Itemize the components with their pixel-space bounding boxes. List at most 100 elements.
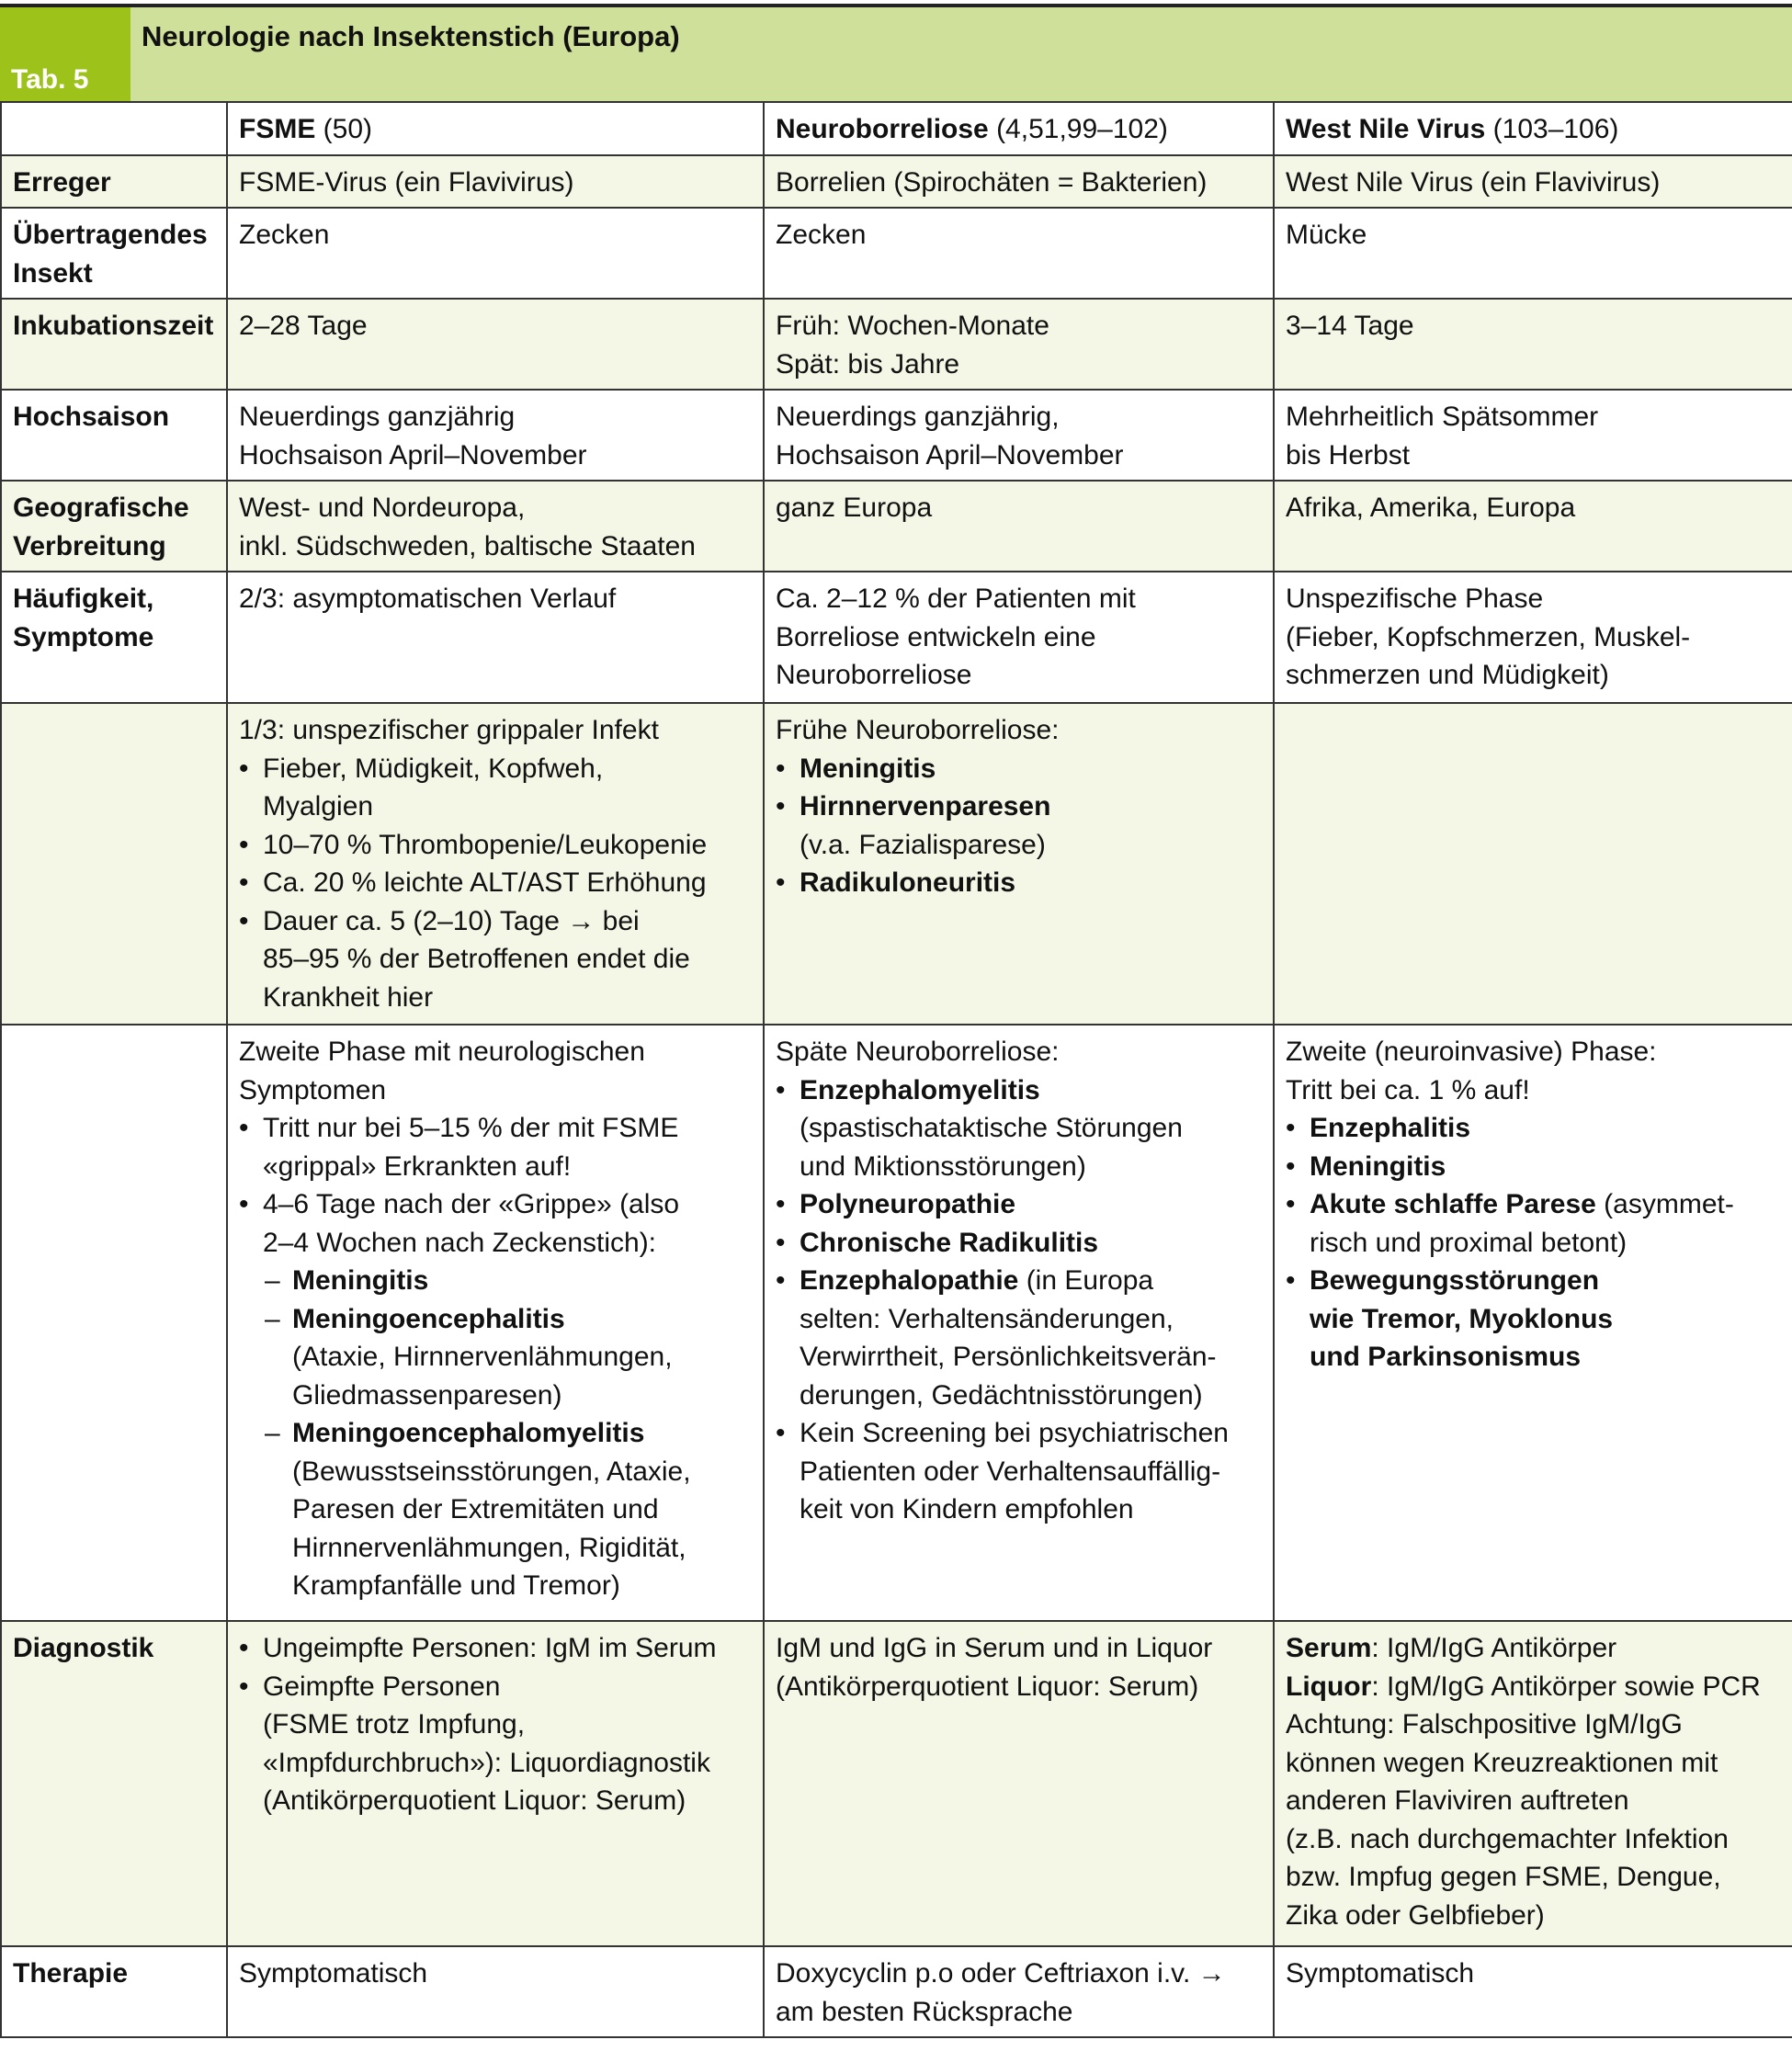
bullet-item: Dauer ca. 5 (2–10) Tage → bei 85–95 % de… xyxy=(239,902,752,1017)
text: Mehrheitlich Spätsommer bis Herbst xyxy=(1286,402,1599,470)
table-cell: 2–28 Tage xyxy=(226,298,765,391)
bullet-item: Kein Screening bei psychiatrischen Patie… xyxy=(776,1414,1262,1529)
paragraph: West- und Nordeuropa, inkl. Südschweden,… xyxy=(239,489,752,565)
bullet-item: Enzephalomyelitis (spastischataktische S… xyxy=(776,1071,1262,1186)
bullet-item: Akute schlaffe Parese (asymmet- risch un… xyxy=(1286,1185,1781,1262)
paragraph: West Nile Virus (ein Flavivirus) xyxy=(1286,164,1781,202)
table-number-box: Tab. 5 xyxy=(0,7,130,101)
text: Zweite Phase mit neurologischen Symptome… xyxy=(239,1037,645,1105)
bold-text: Bewegungsstörungen wie Tremor, Myoklonus… xyxy=(1310,1265,1614,1372)
table-cell: Neuerdings ganzjährig, Hochsaison April–… xyxy=(763,389,1275,482)
bullet-item: Meningitis xyxy=(1286,1148,1781,1186)
text: 2/3: asymptomatischen Verlauf xyxy=(239,584,617,614)
text: Zecken xyxy=(776,220,867,250)
table-cell: Borrelien (Spirochäten = Bakterien) xyxy=(763,153,1275,209)
table-cell: Serum: IgM/IgG Antikörper Liquor: IgM/IgG… xyxy=(1273,1620,1792,1947)
text: Fieber, Müdigkeit, Kopfweh, Myalgien xyxy=(263,753,604,822)
paragraph: Serum: IgM/IgG Antikörper xyxy=(1286,1629,1781,1668)
text: (Bewusstseinsstörungen, Ataxie, Paresen … xyxy=(292,1456,691,1601)
bullet-item: Chronische Radikulitis xyxy=(776,1224,1262,1263)
bold-text: West Nile Virus xyxy=(1286,114,1486,144)
table-cell: Späte Neuroborreliose: Enzephalomyelitis … xyxy=(763,1024,1275,1622)
bold-text: Meningitis xyxy=(800,753,936,784)
bold-text: Meningitis xyxy=(292,1265,429,1296)
paragraph: Borrelien (Spirochäten = Bakterien) xyxy=(776,164,1262,202)
paragraph: Ca. 2–12 % der Patienten mit Borreliose … xyxy=(776,580,1262,695)
text: Mücke xyxy=(1286,220,1367,250)
bold-text: Liquor xyxy=(1286,1671,1372,1702)
comparison-table: FSME (50) Neuroborreliose (4,51,99–102) We… xyxy=(0,101,1792,2038)
paragraph: Afrika, Amerika, Europa xyxy=(1286,489,1781,527)
paragraph: Zecken xyxy=(776,216,1262,255)
text: 3–14 Tage xyxy=(1286,311,1414,341)
bold-text: Enzephalitis xyxy=(1310,1113,1471,1143)
paragraph: Zecken xyxy=(239,216,752,255)
table-cell: West Nile Virus (ein Flavivirus) xyxy=(1273,153,1792,209)
text: Dauer ca. 5 (2–10) Tage → bei 85–95 % de… xyxy=(263,905,690,1013)
bullet-item: Enzephalitis xyxy=(1286,1109,1781,1148)
bullet-item: Bewegungsstörungen wie Tremor, Myoklonus… xyxy=(1286,1262,1781,1377)
text: Achtung: Falschpositive IgM/IgG können w… xyxy=(1286,1709,1729,1931)
table-cell: IgM und IgG in Serum und in Liquor (Anti… xyxy=(763,1620,1275,1947)
row-label xyxy=(0,1024,228,1622)
paragraph: Zweite (neuroinvasive) Phase: Tritt bei … xyxy=(1286,1033,1781,1109)
table-cell: Zweite Phase mit neurologischen Symptome… xyxy=(226,1024,765,1622)
text: Ca. 20 % leichte ALT/AST Erhöhung xyxy=(263,867,707,898)
bullet-item: Meningitis xyxy=(776,750,1262,788)
table-cell: Zecken xyxy=(763,207,1275,300)
text: (in Europa selten: Verhaltensänderungen,… xyxy=(800,1265,1217,1411)
table-cell: FSME-Virus (ein Flavivirus) xyxy=(226,153,765,209)
row-label: Häufigkeit, Symptome xyxy=(0,571,228,704)
text: Unspezifische Phase (Fieber, Kopfschmerz… xyxy=(1286,584,1691,690)
text: Zweite (neuroinvasive) Phase: Tritt bei … xyxy=(1286,1037,1657,1105)
paragraph: Liquor: IgM/IgG Antikörper sowie PCR xyxy=(1286,1668,1781,1706)
bold-text: Meningitis xyxy=(1310,1150,1446,1182)
text: 1/3: unspezifischer grippaler Infekt xyxy=(239,715,659,745)
table-cell: Mücke xyxy=(1273,207,1792,300)
bold-text: Akute schlaffe Parese xyxy=(1310,1189,1596,1219)
bold-text: Neuroborreliose xyxy=(776,114,989,144)
table-cell: Afrika, Amerika, Europa xyxy=(1273,480,1792,572)
table-row: Häufigkeit, Symptome 2/3: asymptomatische… xyxy=(0,571,1792,704)
table-row: Übertragendes Insekt Zecken Zecken Mücke xyxy=(0,207,1792,300)
paragraph: 3–14 Tage xyxy=(1286,307,1781,346)
paragraph: Symptomatisch xyxy=(239,1955,752,1993)
text: (v.a. Fazialisparese) xyxy=(800,829,1046,860)
text: Doxycyclin p.o oder Ceftriaxon i.v. → am… xyxy=(776,1958,1226,2027)
paragraph: Mücke xyxy=(1286,216,1781,255)
table-row: Zweite Phase mit neurologischen Symptome… xyxy=(0,1024,1792,1622)
paragraph: Doxycyclin p.o oder Ceftriaxon i.v. → am… xyxy=(776,1955,1262,2031)
text: 10–70 % Thrombopenie/Leukopenie xyxy=(263,829,708,860)
text: (Ataxie, Hirnnervenlähmungen, Gliedmasse… xyxy=(292,1342,673,1411)
bold-text: Meningoencephalitis xyxy=(292,1303,565,1334)
paragraph: ganz Europa xyxy=(776,489,1262,527)
bold-text: Meningoencephalomyelitis xyxy=(292,1418,645,1448)
table-cell: Frühe Neuroborreliose: Meningitis Hirnnerv… xyxy=(763,702,1275,1026)
column-header: FSME (50) xyxy=(226,101,765,156)
text: : IgM/IgG Antikörper xyxy=(1371,1633,1617,1663)
bold-text: Enzephalomyelitis xyxy=(800,1074,1040,1105)
paragraph: Zweite Phase mit neurologischen Symptome… xyxy=(239,1033,752,1109)
paragraph: Späte Neuroborreliose: xyxy=(776,1033,1262,1071)
text: (asymmet- risch und proximal betont) xyxy=(1310,1189,1734,1258)
paragraph: IgM und IgG in Serum und in Liquor (Anti… xyxy=(776,1629,1262,1705)
bold-text: Radikuloneuritis xyxy=(800,867,1016,898)
text: Kein Screening bei psychiatrischen Patie… xyxy=(800,1418,1229,1524)
table-cell: Zecken xyxy=(226,207,765,300)
row-label xyxy=(0,702,228,1026)
table-row: Inkubationszeit 2–28 Tage Früh: Wochen-Mon… xyxy=(0,298,1792,391)
table-row: Erreger FSME-Virus (ein Flavivirus) Borrel… xyxy=(0,153,1792,209)
text: (50) xyxy=(315,114,373,144)
bullet-item: Enzephalopathie (in Europa selten: Verha… xyxy=(776,1262,1262,1414)
paragraph: 2–28 Tage xyxy=(239,307,752,346)
bold-text: Chronische Radikulitis xyxy=(800,1227,1099,1258)
bold-text: Hirnnervenparesen xyxy=(800,791,1051,822)
paragraph: FSME-Virus (ein Flavivirus) xyxy=(239,164,752,202)
text: FSME-Virus (ein Flavivirus) xyxy=(239,166,574,198)
bullet-item: Fieber, Müdigkeit, Kopfweh, Myalgien xyxy=(239,750,752,826)
table-cell: Neuerdings ganzjährig Hochsaison April–N… xyxy=(226,389,765,482)
dash-item: Meningoencephalitis (Ataxie, Hirnnervenl… xyxy=(239,1300,752,1415)
table-cell: Ca. 2–12 % der Patienten mit Borreliose … xyxy=(763,571,1275,704)
text: Borrelien (Spirochäten = Bakterien) xyxy=(776,166,1208,198)
bullet-item: Polyneuropathie xyxy=(776,1185,1262,1224)
